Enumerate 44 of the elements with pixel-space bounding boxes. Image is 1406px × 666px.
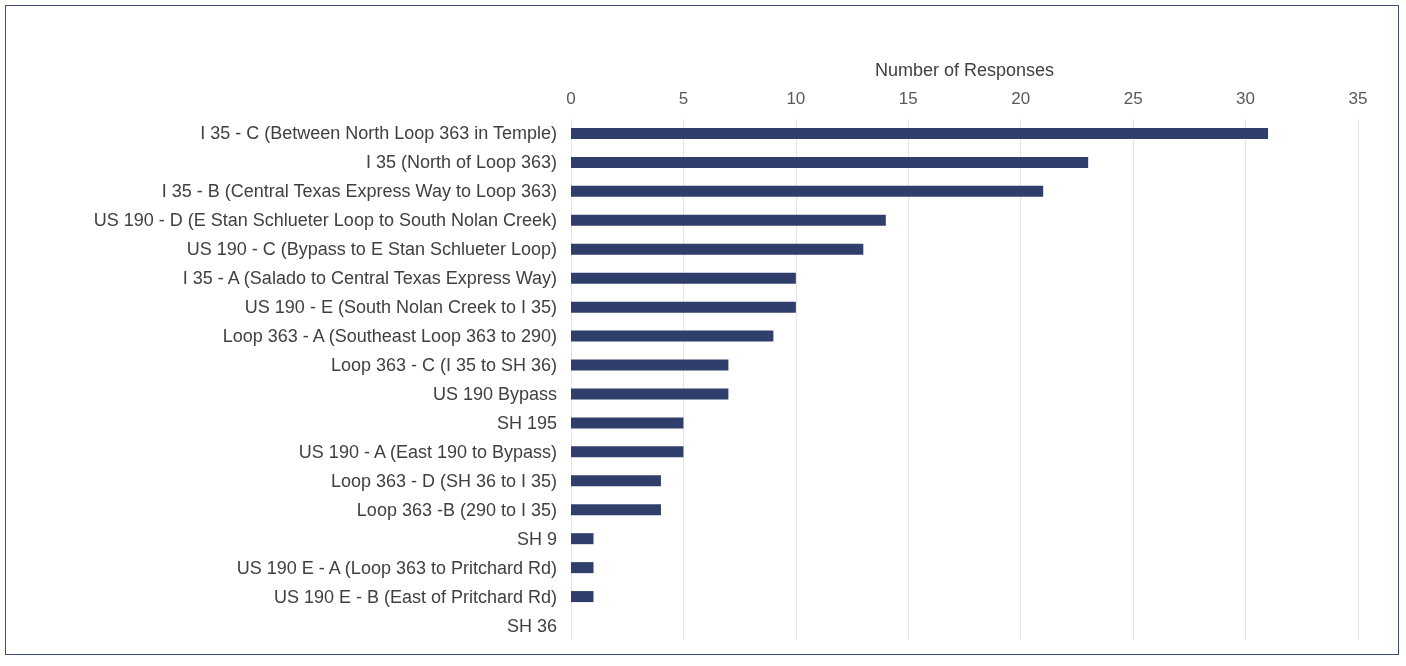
bar [571, 185, 1044, 197]
bar [571, 475, 661, 487]
x-tick-label: 25 [1123, 89, 1143, 108]
y-tick-label: SH 9 [516, 528, 557, 549]
x-axis-title: Number of Responses [874, 60, 1055, 80]
y-tick-label: US 190 E - A (Loop 363 to Pritchard Rd) [236, 557, 557, 578]
y-tick-label: Loop 363 - D (SH 36 to I 35) [330, 470, 557, 491]
y-tick-label: Loop 363 -B (290 to I 35) [356, 499, 557, 520]
bar [571, 127, 1269, 139]
y-tick-label: SH 195 [496, 412, 557, 433]
x-tick-label: 35 [1348, 89, 1368, 108]
y-tick-label: I 35 - A (Salado to Central Texas Express Way) [182, 268, 557, 289]
y-tick-label: I 35 - B (Central Texas Express Way to Loop 363) [161, 181, 557, 202]
bar [571, 156, 1089, 168]
x-tick-label: 10 [786, 89, 806, 108]
bar [571, 272, 796, 284]
bar [571, 562, 594, 574]
x-tick-label: 5 [678, 89, 689, 108]
y-tick-label: I 35 - C (Between North Loop 363 in Temple) [200, 123, 557, 144]
bar [571, 243, 864, 255]
y-tick-label: US 190 - C (Bypass to E Stan Schlueter Loop) [186, 239, 557, 260]
y-tick-label: Loop 363 - C (I 35 to SH 36) [330, 355, 557, 376]
x-tick-label: 30 [1236, 89, 1256, 108]
bar [571, 301, 796, 313]
bar [571, 214, 886, 226]
bar [571, 533, 594, 545]
bar [571, 591, 594, 603]
y-tick-label: US 190 Bypass [432, 383, 557, 404]
y-tick-label: SH 36 [506, 615, 557, 636]
bar [571, 504, 661, 516]
x-tick-label: 0 [566, 89, 576, 108]
y-tick-label: I 35 (North of Loop 363) [365, 152, 557, 173]
x-tick-label: 20 [1011, 89, 1031, 108]
bar [571, 446, 684, 458]
bar [571, 359, 729, 371]
bar [571, 388, 729, 400]
y-tick-label: US 190 - E (South Nolan Creek to I 35) [244, 297, 557, 318]
y-tick-label: US 190 - D (E Stan Schlueter Loop to South Nolan Creek) [93, 210, 557, 231]
bar [571, 330, 774, 342]
y-tick-label: Loop 363 - A (Southeast Loop 363 to 290) [222, 326, 557, 347]
x-tick-label: 15 [898, 89, 918, 108]
bar [571, 417, 684, 429]
y-tick-label: US 190 E - B (East of Pritchard Rd) [273, 586, 557, 607]
y-tick-label: US 190 - A (East 190 to Bypass) [298, 441, 557, 462]
